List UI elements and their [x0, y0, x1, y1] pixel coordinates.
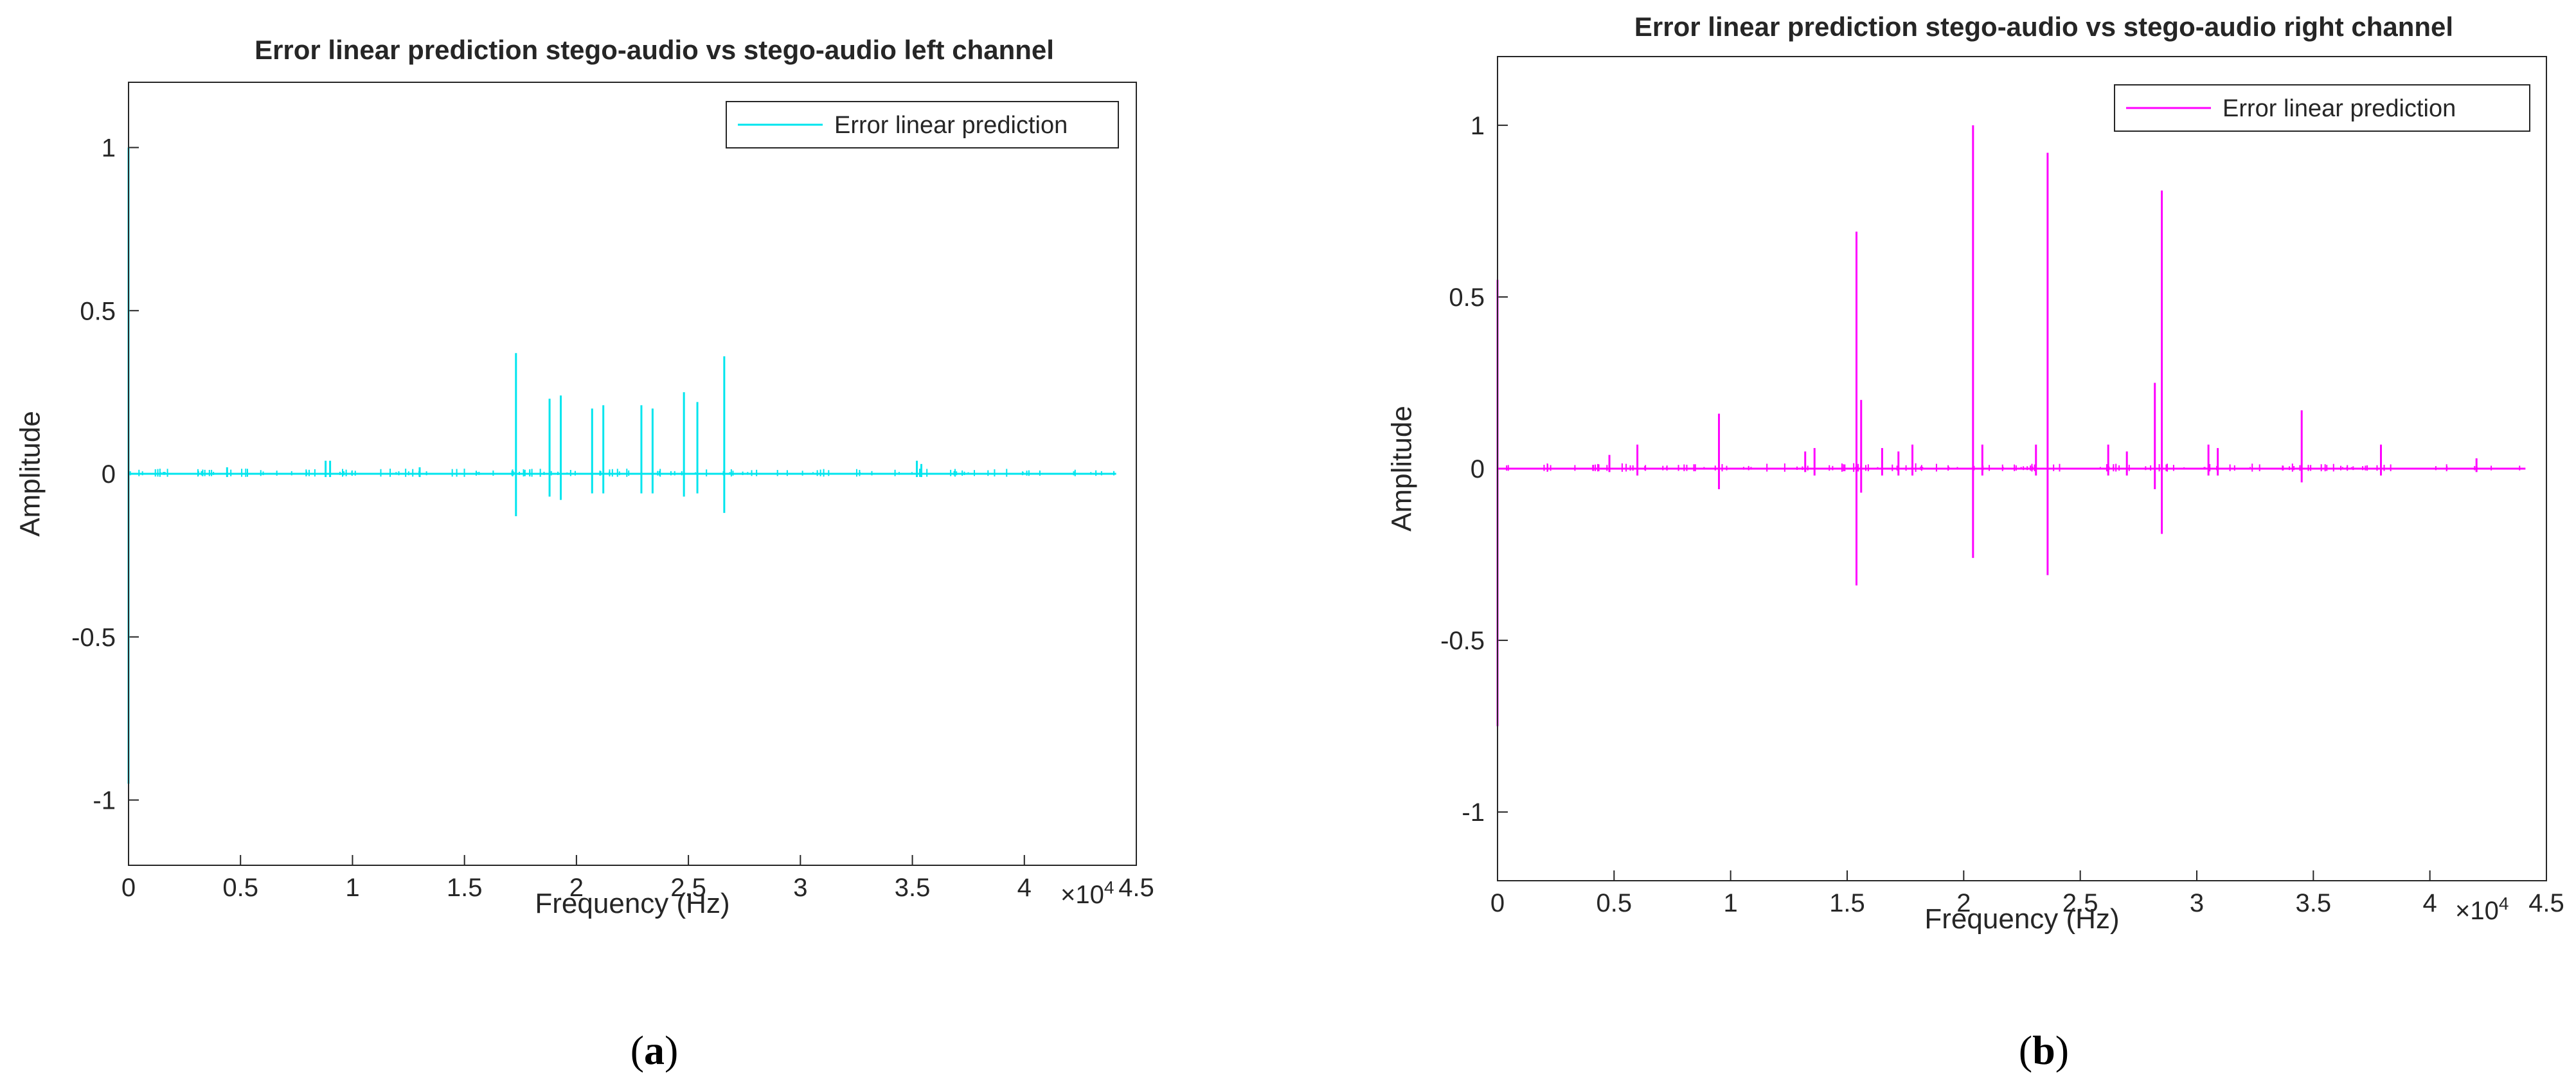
legend-entry: Error linear prediction: [834, 112, 1068, 139]
y-tick-label: -0.5: [1440, 627, 1485, 655]
y-tick-label: 0.5: [80, 297, 116, 325]
x-tick-label: 1.5: [1829, 889, 1865, 917]
x-tick-label: 2: [1956, 889, 1971, 917]
x-tick-label: 4.5: [2528, 889, 2564, 917]
panel-caption: (b): [2019, 1027, 2069, 1073]
x-tick-label: 0.5: [1597, 889, 1632, 917]
x-tick-label: 1: [345, 874, 359, 902]
axes-frame: [1497, 56, 2547, 881]
x-tick-label: 3: [2190, 889, 2204, 917]
x-tick-label: 0: [121, 874, 136, 902]
x-tick-label: 0: [1490, 889, 1505, 917]
x-tick-label: 1.5: [447, 874, 483, 902]
x-axis-label: Frequency (Hz): [535, 888, 729, 919]
axes-frame: [128, 82, 1137, 866]
y-axis-label: Amplitude: [1386, 406, 1417, 532]
y-axis-label: Amplitude: [14, 411, 46, 537]
y-tick-label: 1: [1471, 112, 1485, 140]
legend-entry: Error linear prediction: [2223, 95, 2456, 122]
x-tick-label: 2.5: [670, 874, 706, 902]
y-tick-label: 1: [102, 134, 116, 163]
x-tick-label: 2.5: [2062, 889, 2098, 917]
y-tick-label: -1: [1462, 798, 1485, 827]
x-tick-label: 4: [2423, 889, 2437, 917]
chart-panel-b: Error linear prediction stego-audio vs s…: [1386, 12, 2564, 1073]
x-tick-label: 4.5: [1118, 874, 1154, 902]
legend-box: [2114, 84, 2530, 132]
x-tick-label: 0.5: [222, 874, 258, 902]
x-axis-exponent: ×104: [1060, 878, 1114, 910]
chart-title: Error linear prediction stego-audio vs s…: [255, 35, 1054, 65]
legend: Error linear prediction: [2114, 84, 2530, 132]
x-tick-label: 3.5: [2296, 889, 2332, 917]
legend: Error linear prediction: [726, 101, 1119, 148]
x-tick-label: 4: [1017, 874, 1032, 902]
chart-panel-a: Error linear prediction stego-audio vs s…: [14, 35, 1154, 1073]
panel-caption: (a): [631, 1027, 679, 1073]
x-axis-label: Frequency (Hz): [1924, 903, 2119, 935]
y-tick-label: -0.5: [71, 624, 116, 652]
y-tick-label: 0.5: [1449, 284, 1485, 312]
y-tick-label: 0: [102, 460, 116, 489]
x-tick-label: 3.5: [895, 874, 931, 902]
chart-title: Error linear prediction stego-audio vs s…: [1634, 12, 2453, 42]
x-tick-label: 2: [569, 874, 584, 902]
x-tick-label: 3: [793, 874, 807, 902]
y-tick-label: -1: [93, 787, 116, 815]
x-axis-exponent: ×104: [2455, 894, 2509, 926]
y-tick-label: 0: [1471, 455, 1485, 483]
x-tick-label: 1: [1724, 889, 1738, 917]
